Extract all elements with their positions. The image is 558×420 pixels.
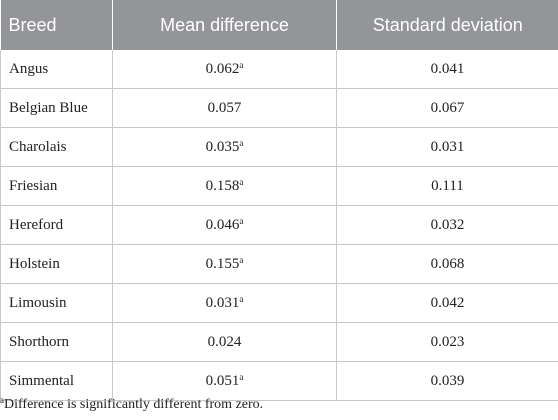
- mean-value: 0.046: [205, 216, 240, 233]
- cell-standard-deviation: 0.042: [336, 283, 558, 323]
- cell-breed: Hereford: [0, 205, 113, 245]
- mean-value: 0.062: [205, 60, 240, 77]
- table-row: Limousin 0.031a 0.042: [0, 283, 558, 323]
- table-row: Hereford 0.046a 0.032: [0, 205, 558, 245]
- cell-breed: Holstein: [0, 244, 113, 284]
- cell-mean-difference: 0.057: [112, 88, 337, 128]
- significance-mark: a: [239, 176, 244, 187]
- cell-breed: Friesian: [0, 166, 113, 206]
- cell-mean-difference: 0.155a: [112, 244, 337, 284]
- cell-breed: Simmental: [0, 361, 113, 401]
- header-breed: Breed: [0, 0, 113, 50]
- cell-mean-difference: 0.024: [112, 322, 337, 362]
- cell-mean-difference: 0.046a: [112, 205, 337, 245]
- cell-standard-deviation: 0.039: [336, 361, 558, 401]
- cell-breed: Charolais: [0, 127, 113, 167]
- mean-value: 0.155: [205, 255, 240, 272]
- table-row: Friesian 0.158a 0.111: [0, 166, 558, 206]
- cell-standard-deviation: 0.068: [336, 244, 558, 284]
- cell-standard-deviation: 0.041: [336, 50, 558, 89]
- mean-value: 0.057: [207, 99, 242, 116]
- table-row: Shorthorn 0.024 0.023: [0, 322, 558, 362]
- header-mean-difference: Mean difference: [112, 0, 337, 50]
- cell-mean-difference: 0.062a: [112, 50, 337, 89]
- mean-value: 0.158: [205, 177, 240, 194]
- table-row: Angus 0.062a 0.041: [0, 50, 558, 89]
- footnote-text: Difference is significantly different fr…: [4, 397, 264, 412]
- cell-mean-difference: 0.031a: [112, 283, 337, 323]
- significance-mark: a: [239, 59, 244, 70]
- significance-mark: a: [239, 215, 244, 226]
- table-footnote: aDifference is significantly different f…: [0, 395, 264, 413]
- cell-breed: Angus: [0, 50, 113, 89]
- mean-value: 0.031: [205, 294, 240, 311]
- cell-standard-deviation: 0.067: [336, 88, 558, 128]
- table-row: Holstein 0.155a 0.068: [0, 244, 558, 284]
- cell-standard-deviation: 0.031: [336, 127, 558, 167]
- table-row: Charolais 0.035a 0.031: [0, 127, 558, 167]
- cell-breed: Limousin: [0, 283, 113, 323]
- significance-mark: a: [239, 254, 244, 265]
- cell-mean-difference: 0.035a: [112, 127, 337, 167]
- cell-mean-difference: 0.051a: [112, 361, 337, 401]
- cell-breed: Shorthorn: [0, 322, 113, 362]
- significance-mark: a: [239, 371, 244, 382]
- significance-mark: a: [239, 293, 244, 304]
- cell-mean-difference: 0.158a: [112, 166, 337, 206]
- table-header-row: Breed Mean difference Standard deviation: [0, 0, 558, 50]
- cell-standard-deviation: 0.023: [336, 322, 558, 362]
- mean-value: 0.035: [205, 138, 240, 155]
- table-row: Belgian Blue 0.057 0.067: [0, 88, 558, 128]
- header-standard-deviation: Standard deviation: [336, 0, 558, 50]
- cell-breed: Belgian Blue: [0, 88, 113, 128]
- footnote-mark: a: [0, 395, 4, 405]
- cell-standard-deviation: 0.032: [336, 205, 558, 245]
- mean-value: 0.024: [207, 333, 242, 350]
- table-row: Simmental 0.051a 0.039: [0, 361, 558, 401]
- significance-mark: a: [239, 137, 244, 148]
- mean-value: 0.051: [205, 372, 240, 389]
- cell-standard-deviation: 0.111: [336, 166, 558, 206]
- breed-table: Breed Mean difference Standard deviation…: [0, 0, 558, 401]
